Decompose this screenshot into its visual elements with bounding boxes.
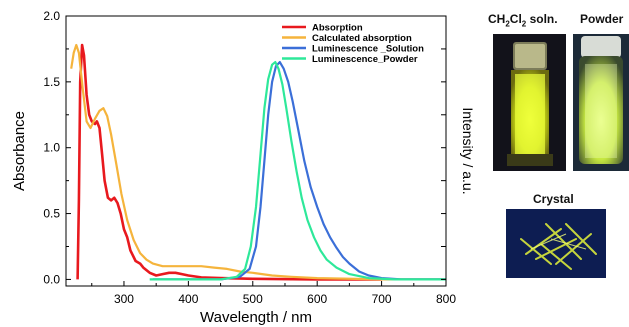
solution-photo-label: CH2Cl2 soln. [488, 12, 558, 29]
y-right-axis-title: Intensity / a.u. [460, 107, 476, 194]
legend-label: Luminescence_Powder [312, 54, 418, 65]
legend-label: Absorption [312, 23, 363, 34]
x-tick-label: 800 [436, 292, 456, 306]
series-line-calculated-absorption [70, 43, 446, 281]
series-line-luminescence-solution [152, 61, 446, 281]
legend-label: Luminescence _Solution [312, 44, 424, 55]
y-axis-title: Absorbance [11, 111, 28, 191]
x-axis-title: Wavelength / nm [200, 309, 312, 326]
x-tick-label: 300 [114, 292, 134, 306]
series-line-luminescence-powder [149, 61, 446, 281]
x-tick-label: 600 [307, 292, 327, 306]
crystal-photo [506, 209, 606, 278]
y-tick-label: 2.0 [43, 9, 60, 23]
x-tick-label: 400 [178, 292, 198, 306]
y-tick-label: 0.5 [43, 207, 60, 221]
crystal-photo-label: Crystal [533, 192, 574, 206]
x-tick-label: 700 [372, 292, 392, 306]
x-tick-label: 500 [243, 292, 263, 306]
y-tick-label: 0.0 [43, 272, 60, 286]
powder-photo [573, 34, 629, 171]
series-line-absorption [76, 43, 382, 281]
plot-frame [65, 15, 447, 287]
powder-photo-label: Powder [580, 12, 624, 26]
legend-label: Calculated absorption [312, 33, 412, 44]
y-tick-label: 1.0 [43, 141, 60, 155]
solution-photo [493, 34, 566, 171]
y-tick-label: 1.5 [43, 75, 60, 89]
